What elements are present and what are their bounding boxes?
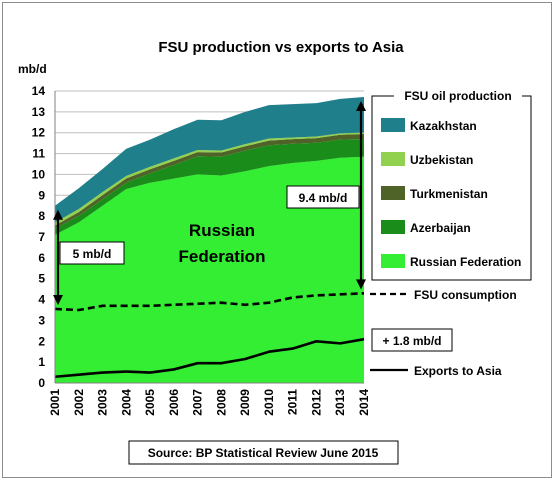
y-tick-label: 11	[32, 147, 45, 161]
x-tick-label: 2014	[357, 389, 371, 416]
y-tick-label: 13	[32, 105, 46, 119]
y-tick-label: 3	[38, 313, 45, 327]
legend-swatch	[381, 220, 405, 234]
y-tick-label: 1	[38, 355, 45, 369]
consumption-legend-label: FSU consumption	[414, 288, 517, 302]
x-tick-label: 2011	[286, 389, 300, 415]
y-tick-label: 5	[38, 272, 45, 286]
arrowhead-down	[53, 294, 63, 305]
annotations: 5 mb/d 9.4 mb/d + 1.8 mb/d	[53, 101, 453, 352]
area-uzbekistan	[55, 132, 364, 226]
legend-swatch	[381, 152, 405, 166]
legend-label: Uzbekistan	[410, 153, 473, 167]
y-axis-label: mb/d	[18, 62, 47, 76]
exports-change-box	[371, 328, 453, 352]
line-exports-to-asia	[54, 337, 365, 379]
legend-swatch	[381, 118, 405, 132]
gap-2014-box	[286, 185, 360, 209]
area-russian-federation	[55, 156, 364, 383]
exports-legend-label: Exports to Asia	[414, 364, 502, 378]
x-tick-label: 2005	[143, 389, 157, 416]
x-tick-label: 2009	[238, 389, 252, 416]
x-tick-label: 2013	[333, 389, 347, 416]
gap-2014-label: 9.4 mb/d	[299, 191, 348, 205]
x-tick-label: 2006	[167, 389, 181, 416]
y-tick-label: 12	[32, 126, 46, 140]
gap-2001-label: 5 mb/d	[73, 247, 112, 261]
y-tick-label: 8	[38, 209, 45, 223]
line-fsu-consumption	[54, 292, 365, 312]
exports-change-label: + 1.8 mb/d	[382, 334, 441, 348]
y-tick-label: 14	[32, 84, 46, 98]
source-note: Source: BP Statistical Review June 2015	[148, 446, 379, 460]
x-tick-label: 2004	[119, 389, 133, 416]
y-tick-label: 10	[32, 167, 46, 181]
gap-2001-box	[59, 241, 125, 265]
chart-title: FSU production vs exports to Asia	[158, 39, 404, 56]
area-kazakhstan	[55, 97, 364, 223]
legend: FSU oil production Kazakhstan Uzbekistan T…	[371, 87, 532, 281]
legend-items: Kazakhstan Uzbekistan Turkmenistan Azerbaij…	[381, 118, 521, 269]
x-tick-label: 2008	[214, 389, 228, 416]
y-tick-label: 0	[38, 376, 45, 390]
area-azerbaijan	[55, 138, 364, 235]
line-legend: FSU consumption Exports to Asia	[370, 288, 517, 378]
x-tick-label: 2010	[262, 389, 276, 416]
arrowhead-up	[53, 209, 63, 220]
y-tick-label: 4	[38, 293, 45, 307]
y-tick-label: 7	[38, 230, 45, 244]
series-lines	[54, 292, 365, 379]
area-turkmenistan	[55, 133, 364, 229]
legend-label: Russian Federation	[410, 255, 521, 269]
russia-area-label-line1: Russian	[189, 221, 255, 240]
legend-title-bg	[394, 87, 522, 103]
x-tick-label: 2012	[309, 389, 323, 416]
russia-area-label-line2: Federation	[179, 247, 266, 266]
arrowhead-up	[356, 101, 366, 112]
arrowhead-down	[356, 279, 366, 290]
legend-label: Kazakhstan	[410, 119, 477, 133]
legend-swatch	[381, 254, 405, 268]
y-tick-label: 6	[38, 251, 45, 265]
y-tick-label: 2	[38, 334, 45, 348]
axes	[54, 91, 364, 384]
stacked-areas	[55, 97, 364, 383]
y-tick-label: 9	[38, 188, 45, 202]
source-box	[128, 440, 399, 465]
legend-label: Azerbaijan	[410, 221, 471, 235]
legend-swatch	[381, 186, 405, 200]
legend-title: FSU oil production	[404, 89, 511, 103]
x-tick-label: 2001	[48, 389, 62, 416]
x-tick-label: 2003	[96, 389, 110, 416]
x-tick-labels: 2001 2002 2003 2004 2005 2006 2007 2008 2009 2010…	[48, 389, 371, 416]
x-tick-label: 2007	[191, 389, 205, 416]
x-tick-label: 2002	[72, 389, 86, 416]
legend-label: Turkmenistan	[410, 187, 488, 201]
